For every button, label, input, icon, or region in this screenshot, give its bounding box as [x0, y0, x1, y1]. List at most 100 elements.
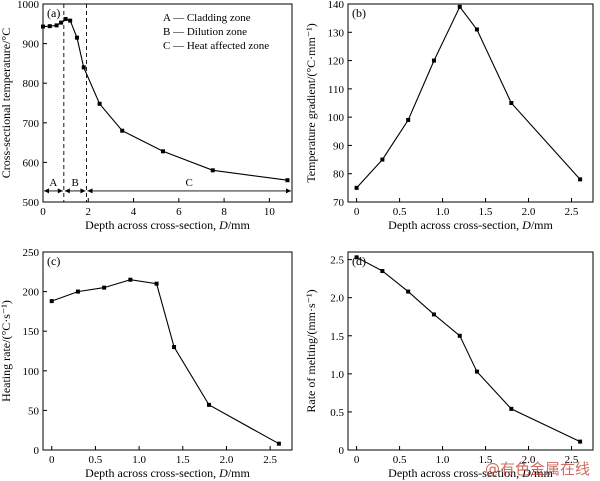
series-line: [356, 256, 581, 443]
x-tick-label: 2.0: [522, 206, 536, 218]
data-point: [154, 281, 159, 286]
panel-label: (b): [352, 6, 366, 20]
y-tick-label: 0: [339, 445, 345, 457]
data-point: [380, 157, 385, 162]
data-point: [54, 23, 59, 28]
y-tick-label: 1000: [17, 0, 40, 11]
zone-label: C: [186, 177, 193, 189]
data-point: [128, 277, 133, 282]
zone-label: B: [71, 177, 78, 189]
x-tick-label: 2.5: [565, 206, 579, 218]
data-point: [474, 369, 479, 374]
x-tick-label: 2.5: [263, 454, 277, 466]
data-point: [431, 312, 436, 317]
arrow-right-icon: [286, 188, 291, 194]
data-point: [97, 101, 102, 106]
panel-label: (a): [47, 6, 60, 20]
data-point: [75, 289, 80, 294]
x-tick-label: 1.0: [436, 454, 450, 466]
y-tick-label: 100: [328, 112, 345, 124]
data-point: [207, 402, 211, 407]
y-tick-label: 1.0: [330, 369, 344, 381]
data-point: [578, 177, 583, 182]
y-tick-label: 800: [23, 78, 40, 90]
x-axis-label: Depth across cross-section, D/mm: [388, 466, 553, 480]
x-tick-label: 0: [40, 206, 46, 218]
x-tick-label: 0: [354, 206, 360, 218]
data-point: [380, 269, 385, 274]
plot-frame: [42, 3, 293, 203]
y-tick-label: 80: [333, 169, 345, 181]
arrow-left-icon: [64, 188, 70, 194]
chart-panel-2: 0 0.5 1.0 1.5 2.0 2.5 70 80 90 100 110 120 130 140 (b)…: [304, 0, 594, 232]
y-axis-label: Cross-sectional temperature/°C: [0, 28, 13, 178]
data-point: [406, 289, 411, 294]
y-tick-label: 2.0: [330, 293, 344, 305]
x-tick-label: 0.5: [393, 206, 407, 218]
arrow-right-icon: [80, 188, 86, 194]
data-point: [81, 65, 86, 70]
legend-entry: C — Heat affected zone: [163, 40, 269, 52]
data-point: [47, 24, 52, 29]
watermark: @有色金属在线: [485, 460, 590, 478]
x-tick-label: 1.5: [479, 454, 493, 466]
data-point: [210, 168, 215, 173]
chart-panel-3: 0 0.5 1.0 1.5 2.0 2.5 0 50 100 150 200 250 (c) Depth …: [0, 247, 293, 480]
y-tick-label: 700: [23, 118, 40, 130]
chart-panel-4: 0 0.5 1.0 1.5 2.0 2.5 0 0.5 1.0 1.5 2.0 2.5 (d) Depth…: [304, 251, 594, 480]
y-tick-label: 2.5: [330, 255, 344, 267]
arrow-left-icon: [44, 188, 49, 194]
y-tick-label: 0: [34, 445, 40, 457]
data-point: [406, 117, 411, 122]
x-tick-label: 0.5: [393, 454, 407, 466]
y-tick-label: 100: [23, 366, 40, 378]
data-point: [474, 27, 479, 32]
data-point: [74, 35, 79, 40]
arrow-right-icon: [57, 188, 63, 194]
y-tick-label: 110: [328, 84, 345, 96]
plot-frame: [42, 251, 293, 451]
x-tick-label: 0.5: [89, 454, 103, 466]
y-axis-label: Heating rate/(°C·s⁻¹): [0, 300, 13, 402]
y-tick-label: 140: [328, 0, 345, 11]
x-tick-label: 4: [131, 206, 137, 218]
data-point: [59, 20, 64, 25]
data-point: [68, 18, 73, 23]
y-tick-label: 200: [23, 287, 40, 299]
x-tick-label: 6: [176, 206, 182, 218]
data-point: [509, 101, 514, 105]
data-point: [102, 285, 107, 290]
data-point: [160, 149, 165, 154]
panel-label: (c): [47, 254, 60, 268]
x-axis-label: Depth across cross-section, D/mm: [85, 466, 250, 480]
data-point: [172, 345, 177, 350]
data-point: [354, 185, 359, 190]
x-axis-label: Depth across cross-section, D/mm: [85, 218, 250, 232]
y-tick-label: 130: [328, 27, 345, 39]
y-axis-label: Rate of melting/(mm·s⁻¹): [304, 289, 318, 412]
x-tick-label: 1.5: [479, 206, 493, 218]
data-point: [578, 439, 583, 444]
x-tick-label: 2.0: [220, 454, 234, 466]
data-point: [49, 299, 54, 304]
x-axis-label: Depth across cross-section, D/mm: [388, 218, 553, 232]
y-axis-label: Temperature gradient/(°C·mm⁻¹): [304, 23, 318, 183]
y-tick-label: 0.5: [330, 407, 344, 419]
data-point: [41, 24, 45, 29]
data-point: [354, 255, 359, 260]
zone-label: A: [49, 177, 57, 189]
data-point: [431, 58, 436, 63]
x-tick-label: 0: [49, 454, 55, 466]
x-tick-label: 1.5: [176, 454, 190, 466]
y-tick-label: 250: [23, 247, 40, 259]
data-point: [120, 128, 125, 133]
data-point: [509, 406, 514, 411]
series-line: [51, 279, 280, 445]
plot-frame: [347, 3, 594, 203]
x-tick-label: 8: [221, 206, 227, 218]
x-tick-label: 0: [354, 454, 360, 466]
y-tick-label: 1.5: [330, 331, 344, 343]
y-tick-label: 70: [333, 197, 345, 209]
x-tick-label: 1.0: [132, 454, 146, 466]
